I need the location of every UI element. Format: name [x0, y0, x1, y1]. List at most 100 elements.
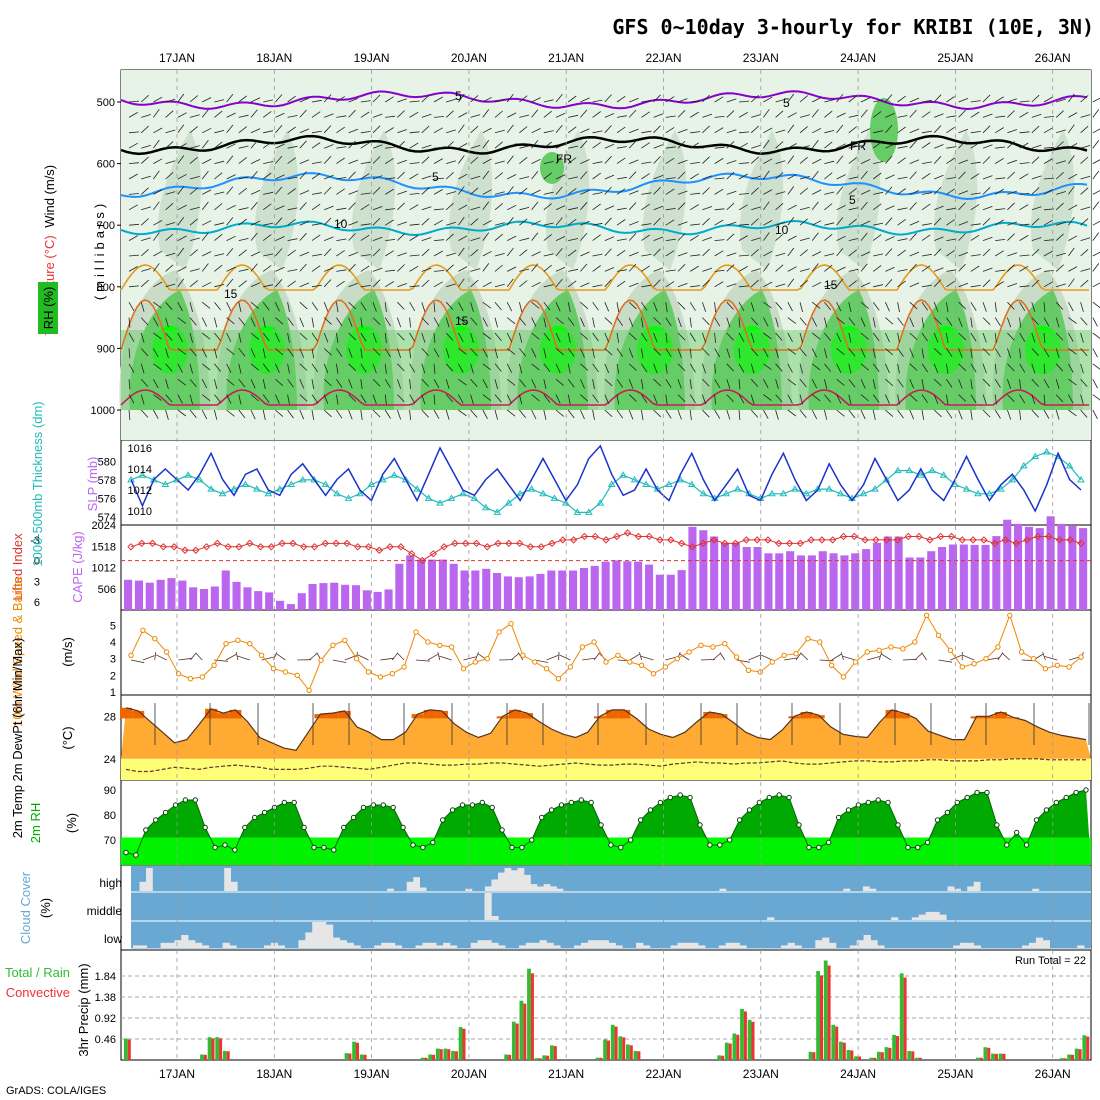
- wind-barb: [1080, 363, 1084, 374]
- wind-barb: [238, 378, 246, 388]
- wind-barb: [348, 159, 359, 164]
- cape-bar: [938, 547, 947, 610]
- wind-barb: [909, 363, 918, 371]
- wind-barb: [177, 378, 187, 386]
- wind-barb: [384, 302, 387, 313]
- wind-barb: [128, 162, 140, 164]
- wind-barb: [897, 332, 900, 343]
- wind-barb: [958, 233, 966, 241]
- wind-barb: [558, 651, 560, 661]
- pressure-tick-500: 500: [97, 97, 115, 109]
- wind-barb: [385, 208, 396, 211]
- cloud-bar-middle: [491, 916, 499, 920]
- wind-point: [1078, 654, 1084, 660]
- thickness-point: [687, 480, 696, 487]
- li-point: [127, 543, 135, 551]
- wind-barb: [226, 317, 235, 325]
- cloud-bar-low: [174, 940, 182, 948]
- wind-barb: [1056, 283, 1066, 288]
- wind-barb: [445, 264, 454, 272]
- wind-barb: [372, 217, 381, 226]
- wind-barb: [592, 234, 601, 241]
- cloud-bar-low: [601, 940, 609, 948]
- cape-bar: [449, 563, 458, 610]
- li-point: [148, 539, 157, 548]
- date-label-bottom: 22JAN: [645, 1067, 681, 1081]
- wind-barb: [714, 250, 724, 257]
- wind-barb: [921, 130, 932, 134]
- wind-barb: [580, 317, 585, 327]
- wind-barb: [506, 302, 513, 312]
- wind-point: [1066, 664, 1072, 670]
- wind-barb: [250, 171, 258, 180]
- wind-barb: [177, 409, 187, 417]
- rh-point: [905, 844, 911, 851]
- cloud-bar-low: [277, 945, 285, 948]
- rh-point: [964, 794, 970, 801]
- rh-point: [261, 809, 268, 816]
- wind-barb: [201, 332, 211, 340]
- li-point: [936, 532, 945, 541]
- wind-barb: [567, 218, 577, 226]
- wind-barb: [604, 409, 613, 417]
- wind-point: [1007, 612, 1013, 618]
- wind-barb: [177, 204, 187, 211]
- wind-barb: [641, 203, 650, 211]
- wind-barb: [592, 111, 601, 118]
- cloud-bar-low: [394, 945, 403, 948]
- wind-barb: [933, 378, 942, 387]
- ylabel-cloud-unit: (%): [38, 898, 53, 918]
- wind-barb: [433, 116, 445, 118]
- rh-bright-area: [1025, 326, 1061, 374]
- cloud-bar-low: [1077, 945, 1085, 948]
- wind-barb: [287, 207, 298, 211]
- wind-barb: [1068, 409, 1077, 417]
- wind-barb: [665, 177, 676, 180]
- li-point: [1055, 536, 1064, 544]
- wind-barb: [897, 409, 904, 419]
- wind-barb: [348, 202, 356, 211]
- wind-barb: [1019, 173, 1029, 180]
- rh-point: [153, 817, 159, 823]
- wind-barb: [994, 394, 997, 405]
- wind-barb: [836, 332, 842, 343]
- cloud-bar-middle: [939, 914, 947, 920]
- wind-barb: [348, 332, 357, 341]
- wind-barb: [470, 114, 481, 118]
- wind-barb: [885, 125, 893, 134]
- wind-barb: [189, 95, 198, 103]
- wind-barb: [593, 652, 600, 661]
- li-point: [278, 539, 286, 548]
- wind-barb: [336, 177, 347, 180]
- wind-barb: [934, 144, 944, 149]
- wind-barb: [824, 110, 833, 118]
- wind-barb: [470, 394, 474, 405]
- wind-barb: [641, 394, 648, 404]
- wind-barb: [275, 174, 285, 180]
- ylabel-wind-speed: 10m Wind Speed & Barbs: [10, 577, 25, 727]
- wind-barb: [726, 160, 737, 164]
- legend-convective: Convective: [6, 985, 70, 1000]
- wind-barb: [751, 237, 761, 241]
- wind-barb: [628, 394, 637, 402]
- wind-barb: [714, 146, 725, 149]
- rh-point: [1053, 799, 1060, 806]
- wind-barb: [275, 266, 285, 272]
- wind-barb: [970, 265, 980, 272]
- wind-barb: [641, 234, 650, 241]
- wind-barb: [958, 190, 969, 195]
- thickness-point: [321, 480, 330, 487]
- wind-barb: [1031, 156, 1040, 164]
- wind-barb: [641, 173, 650, 180]
- wind-barb: [250, 232, 258, 241]
- temp-tick-28: 28: [104, 711, 116, 723]
- wind-barb: [494, 332, 502, 341]
- wind-barb: [1080, 175, 1091, 180]
- wind-barb: [323, 248, 332, 257]
- wind-barb: [458, 394, 464, 404]
- wind-barb: [982, 409, 991, 418]
- wind-barb: [860, 332, 869, 340]
- wind-barb: [580, 140, 588, 149]
- wind-barb: [140, 394, 145, 405]
- li-point: [721, 539, 729, 548]
